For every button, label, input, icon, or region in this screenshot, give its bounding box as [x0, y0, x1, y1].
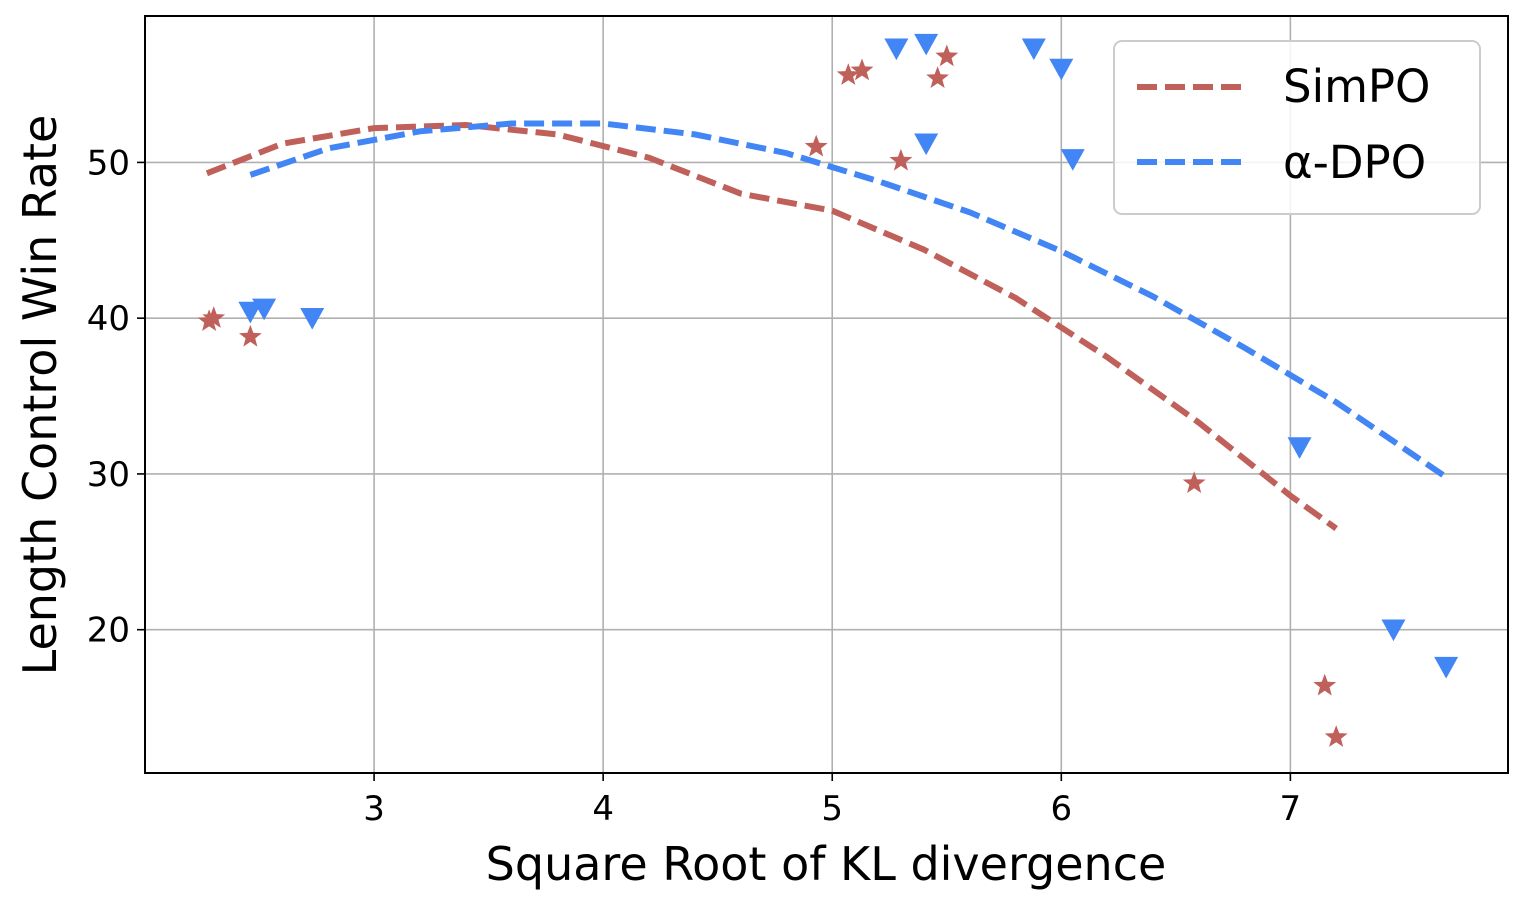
y-tick-label: 40	[87, 299, 130, 339]
x-tick-label: 6	[1050, 789, 1072, 829]
point-simpo	[889, 148, 913, 171]
point-alpha-dpo	[1381, 619, 1406, 642]
point-simpo	[1324, 725, 1348, 747]
point-simpo	[1182, 471, 1206, 493]
point-simpo	[202, 306, 226, 328]
data-points	[197, 33, 1459, 747]
x-tick-label: 7	[1280, 789, 1302, 829]
legend: SimPO α-DPO	[1113, 40, 1481, 215]
point-simpo	[926, 66, 949, 88]
point-simpo	[1313, 673, 1337, 696]
point-alpha-dpo	[884, 38, 909, 61]
point-simpo	[804, 134, 828, 157]
point-alpha-dpo	[1049, 58, 1074, 81]
fit-line-alpha-dpo	[249, 120, 1448, 480]
y-axis-title: Length Control Win Rate	[13, 115, 67, 676]
point-simpo	[239, 324, 262, 347]
y-tick-label: 50	[87, 143, 130, 183]
point-alpha-dpo	[238, 301, 263, 324]
axis-ticks: 3 4 5 6 7 20 30 40 50	[87, 143, 1301, 829]
point-alpha-dpo	[914, 33, 939, 56]
fit-line-simpo	[205, 121, 1338, 531]
point-alpha-dpo	[252, 298, 277, 321]
point-alpha-dpo	[300, 307, 325, 330]
point-alpha-dpo	[1434, 656, 1459, 679]
point-simpo	[850, 58, 874, 81]
plot-frame	[144, 15, 1509, 774]
legend-label-simpo: SimPO	[1283, 60, 1430, 113]
x-tick-label: 3	[363, 789, 385, 829]
legend-label-alpha-dpo: α-DPO	[1283, 136, 1426, 189]
point-simpo	[935, 44, 959, 67]
point-alpha-dpo	[1060, 149, 1085, 171]
point-alpha-dpo	[914, 133, 939, 156]
x-tick-label: 4	[592, 789, 614, 829]
x-tick-label: 5	[821, 789, 843, 829]
y-tick-label: 30	[87, 455, 130, 495]
fit-lines	[205, 120, 1448, 531]
point-alpha-dpo	[1021, 38, 1046, 61]
point-simpo	[836, 63, 860, 85]
x-axis-title: Square Root of KL divergence	[486, 837, 1167, 891]
y-tick-label: 20	[87, 611, 130, 651]
point-alpha-dpo	[1287, 437, 1312, 459]
